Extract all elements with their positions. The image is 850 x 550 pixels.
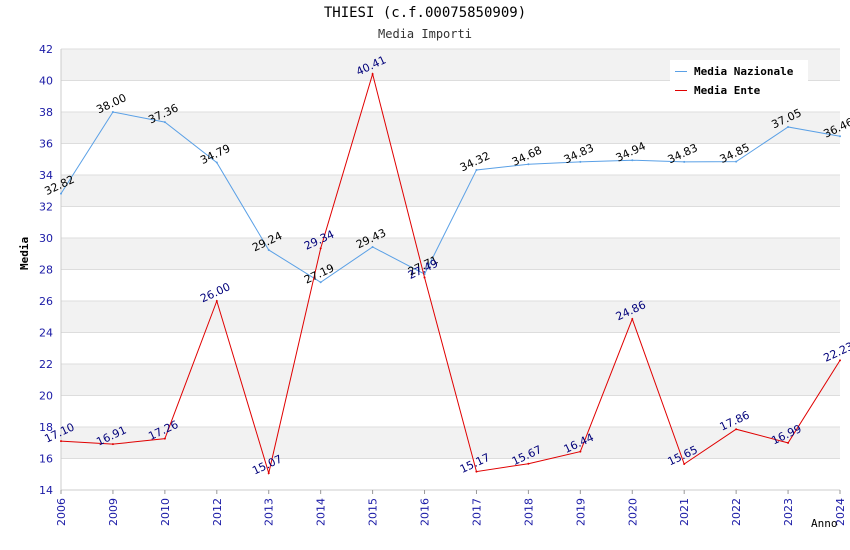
x-tick-label: 2021 — [678, 498, 691, 526]
y-axis-label: Media — [18, 236, 31, 270]
x-tick-label: 2022 — [730, 498, 743, 526]
data-label: 22.23 — [821, 340, 850, 365]
x-tick-label: 2015 — [367, 498, 380, 526]
x-tick-label: 2017 — [470, 498, 483, 526]
x-tick-label: 2019 — [574, 498, 587, 526]
grid-band — [61, 301, 840, 333]
data-label: 34.85 — [718, 141, 752, 166]
data-point — [163, 121, 166, 124]
data-point — [319, 247, 322, 250]
chart-title: THIESI (c.f.00075850909) — [323, 5, 527, 21]
data-label: 34.79 — [198, 142, 232, 167]
data-point — [839, 359, 841, 362]
x-tick-label: 2014 — [315, 498, 328, 526]
data-point — [267, 472, 270, 475]
data-point — [60, 440, 62, 443]
data-point — [683, 160, 686, 163]
data-point — [215, 161, 218, 164]
grid-band — [61, 364, 840, 396]
data-point — [579, 160, 582, 163]
chart-subtitle: Media Importi — [378, 27, 472, 41]
data-point — [371, 73, 374, 76]
data-point — [527, 163, 530, 166]
legend: Media Nazionale Media Ente — [670, 60, 808, 102]
legend-swatch-media-ente — [675, 90, 687, 91]
data-label: 34.83 — [666, 141, 700, 166]
y-tick-label: 26 — [39, 295, 53, 308]
grid-band — [61, 112, 840, 144]
y-tick-label: 14 — [39, 484, 53, 497]
data-point — [267, 248, 270, 251]
y-tick-label: 16 — [39, 453, 53, 466]
data-point — [683, 463, 686, 466]
data-point — [111, 111, 114, 113]
y-tick-label: 30 — [39, 232, 53, 245]
y-tick-label: 36 — [39, 138, 53, 151]
data-point — [735, 160, 738, 163]
grid-band — [61, 427, 840, 459]
data-point — [371, 245, 374, 248]
data-point — [631, 159, 634, 162]
x-tick-label: 2024 — [834, 498, 847, 526]
series-line-media-ente — [60, 72, 841, 476]
y-tick-label: 18 — [39, 421, 53, 434]
x-tick-label: 2018 — [522, 498, 535, 526]
series-line-media-nazionale — [60, 111, 841, 283]
data-point — [579, 450, 582, 453]
data-point — [60, 192, 62, 195]
data-point — [787, 441, 790, 444]
data-point — [787, 125, 790, 128]
y-tick-label: 38 — [39, 106, 53, 119]
legend-label-media-ente: Media Ente — [694, 84, 761, 97]
x-tick-label: 2006 — [55, 498, 68, 526]
x-tick-label: 2013 — [263, 498, 276, 526]
x-tick-label: 2020 — [626, 498, 639, 526]
x-axis-label: Anno — [811, 517, 838, 530]
data-label: 34.32 — [458, 149, 492, 174]
data-point — [423, 276, 426, 279]
data-point — [839, 135, 841, 138]
data-point — [527, 462, 530, 465]
x-tick-label: 2016 — [419, 498, 432, 526]
x-tick-label: 2009 — [107, 498, 120, 526]
y-tick-label: 42 — [39, 43, 53, 56]
data-point — [215, 300, 218, 302]
data-point — [319, 281, 322, 284]
x-tick-label: 2023 — [782, 498, 795, 526]
x-tick-label: 2010 — [159, 498, 172, 526]
grid-band — [61, 175, 840, 207]
y-tick-label: 24 — [39, 327, 53, 340]
data-point — [735, 428, 738, 431]
y-tick-label: 32 — [39, 201, 53, 214]
data-point — [111, 443, 114, 446]
y-tick-label: 20 — [39, 390, 53, 403]
y-tick-label: 40 — [39, 75, 53, 88]
data-point — [475, 470, 478, 473]
legend-swatch-media-nazionale — [675, 71, 687, 72]
grid-band — [61, 238, 840, 270]
data-point — [163, 437, 166, 440]
y-tick-label: 28 — [39, 264, 53, 277]
x-tick-label: 2012 — [211, 498, 224, 526]
data-point — [631, 317, 634, 320]
data-point — [475, 168, 478, 171]
legend-label-media-nazionale: Media Nazionale — [694, 65, 794, 78]
y-tick-label: 34 — [39, 169, 53, 182]
y-tick-label: 22 — [39, 358, 53, 371]
data-label: 34.83 — [562, 141, 596, 166]
